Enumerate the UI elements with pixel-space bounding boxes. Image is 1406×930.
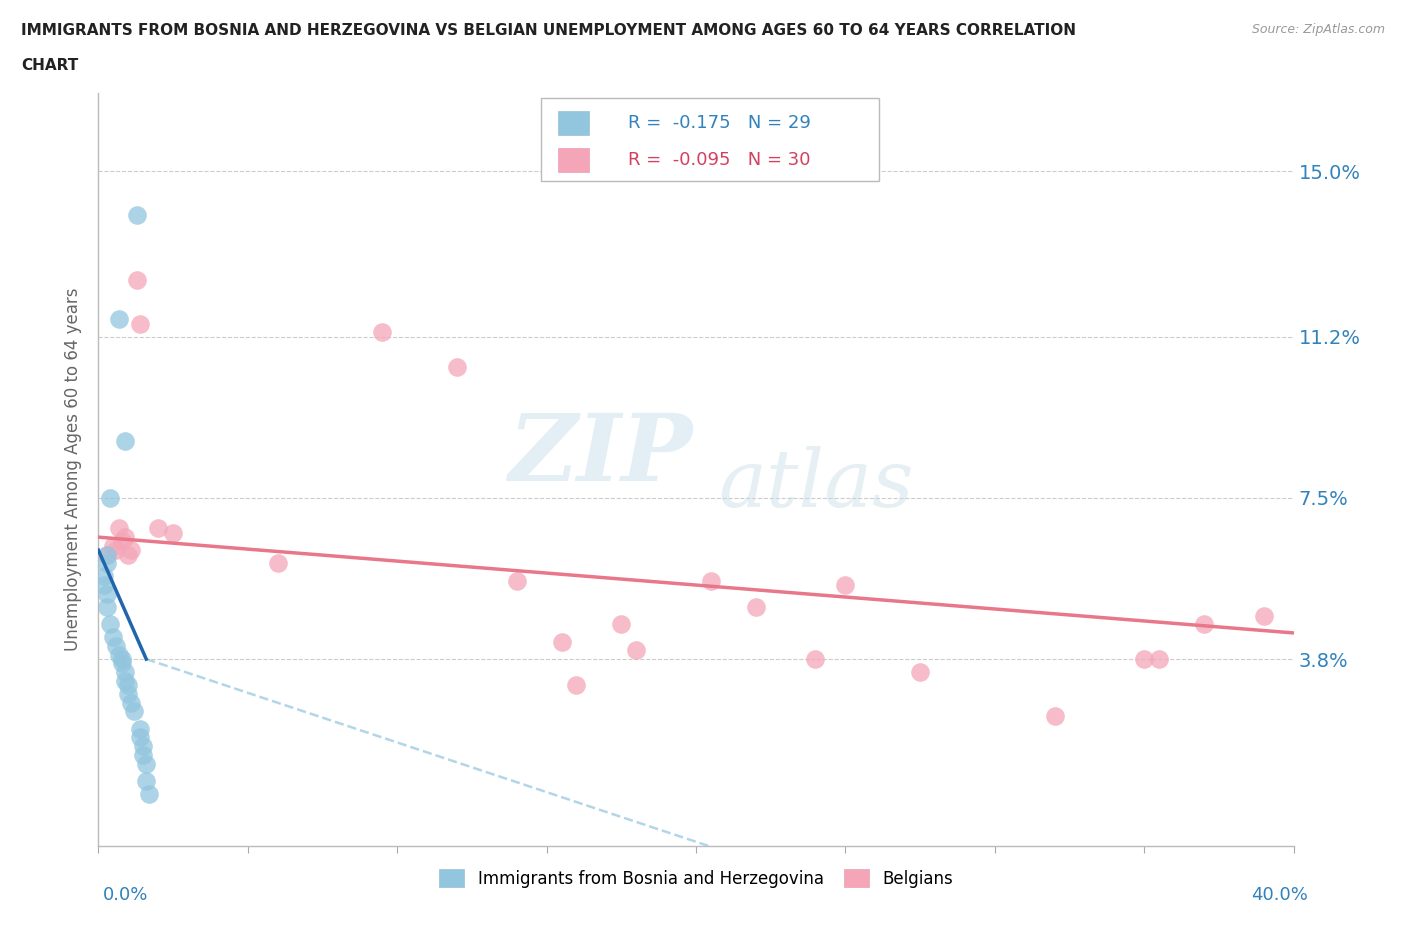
Point — [135, 774, 157, 789]
Point — [1147, 652, 1170, 667]
Point — [132, 748, 155, 763]
Text: ZIP: ZIP — [508, 409, 693, 499]
Point — [114, 665, 136, 680]
Point — [105, 639, 128, 654]
Point — [908, 665, 931, 680]
Point — [120, 543, 142, 558]
Point — [550, 634, 572, 649]
Point — [138, 787, 160, 802]
Point — [700, 573, 723, 588]
Point — [506, 573, 529, 588]
Point — [834, 578, 856, 592]
Point — [804, 652, 827, 667]
Point — [132, 738, 155, 753]
Point — [745, 599, 768, 614]
Text: R =  -0.095   N = 30: R = -0.095 N = 30 — [628, 151, 811, 169]
Point — [108, 521, 131, 536]
Point — [108, 647, 131, 662]
Text: IMMIGRANTS FROM BOSNIA AND HERZEGOVINA VS BELGIAN UNEMPLOYMENT AMONG AGES 60 TO : IMMIGRANTS FROM BOSNIA AND HERZEGOVINA V… — [21, 23, 1076, 38]
Point — [117, 678, 139, 693]
Point — [114, 434, 136, 449]
Point — [108, 312, 131, 326]
Point — [103, 630, 125, 644]
Text: CHART: CHART — [21, 58, 79, 73]
Point — [129, 730, 152, 745]
Point — [371, 326, 394, 340]
Point — [105, 543, 128, 558]
Point — [1043, 709, 1066, 724]
Point — [120, 695, 142, 710]
Point — [111, 656, 134, 671]
Point — [98, 617, 122, 631]
Point — [111, 652, 134, 667]
Point — [114, 673, 136, 688]
Point — [124, 704, 146, 719]
Point — [565, 678, 588, 693]
Point — [127, 272, 149, 287]
Point — [117, 686, 139, 701]
Point — [96, 599, 118, 614]
Point — [135, 756, 157, 771]
Point — [96, 586, 118, 601]
Text: R =  -0.175   N = 29: R = -0.175 N = 29 — [628, 113, 811, 132]
Point — [148, 521, 170, 536]
Point — [93, 578, 115, 592]
Point — [96, 556, 118, 571]
Text: atlas: atlas — [718, 446, 912, 524]
Text: Source: ZipAtlas.com: Source: ZipAtlas.com — [1251, 23, 1385, 36]
Point — [96, 547, 118, 562]
Point — [117, 547, 139, 562]
Point — [93, 569, 115, 584]
Point — [114, 530, 136, 545]
Point — [129, 316, 152, 331]
Point — [1133, 652, 1156, 667]
Point — [267, 556, 290, 571]
Point — [96, 547, 118, 562]
Point — [103, 538, 125, 553]
Point — [162, 525, 184, 540]
Point — [626, 643, 648, 658]
Point — [127, 207, 149, 222]
Point — [1192, 617, 1215, 631]
Point — [98, 490, 122, 505]
Text: 0.0%: 0.0% — [103, 886, 148, 904]
Text: 40.0%: 40.0% — [1251, 886, 1308, 904]
Point — [446, 360, 468, 375]
Point — [1253, 608, 1275, 623]
Legend: Immigrants from Bosnia and Herzegovina, Belgians: Immigrants from Bosnia and Herzegovina, … — [433, 862, 959, 895]
Point — [129, 722, 152, 737]
Point — [610, 617, 633, 631]
Y-axis label: Unemployment Among Ages 60 to 64 years: Unemployment Among Ages 60 to 64 years — [65, 288, 83, 651]
Point — [111, 534, 134, 549]
